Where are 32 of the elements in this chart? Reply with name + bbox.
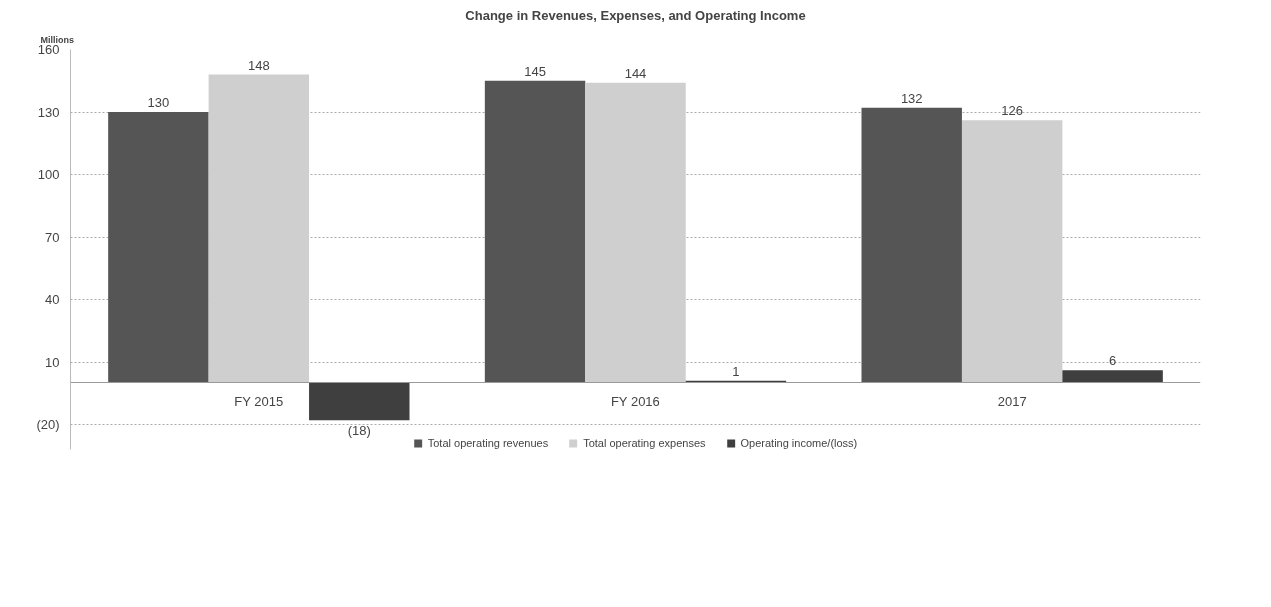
y-tick-label: 70 xyxy=(45,229,60,245)
bar xyxy=(1062,370,1163,383)
y-tick-label: 130 xyxy=(37,104,60,120)
data-label: 148 xyxy=(247,57,270,73)
data-label: 1 xyxy=(732,363,740,379)
y-tick-label: 10 xyxy=(45,354,60,370)
bar xyxy=(108,112,209,383)
bar xyxy=(585,82,686,383)
y-tick-label: 160 xyxy=(37,42,60,57)
legend-label: Operating income/(loss) xyxy=(740,437,858,449)
x-tick-label: FY 2016 xyxy=(610,393,660,409)
chart-title: Change in Revenues, Expenses, and Operating Income xyxy=(465,7,806,23)
y-axis-title: Millions xyxy=(40,34,74,45)
data-label: 6 xyxy=(1109,353,1117,369)
bar xyxy=(309,382,410,421)
legend-label: Total operating expenses xyxy=(583,437,706,449)
data-label: 144 xyxy=(624,65,647,81)
bar xyxy=(484,80,586,383)
x-tick-label: FY 2015 xyxy=(234,393,284,409)
y-tick-label: (20) xyxy=(36,417,60,432)
data-label: 132 xyxy=(900,90,923,106)
data-label: 126 xyxy=(1001,103,1024,119)
y-tick-label: 40 xyxy=(45,292,60,307)
data-label: 145 xyxy=(524,63,546,79)
y-tick-label: 100 xyxy=(37,167,60,182)
bar xyxy=(208,74,310,383)
bar xyxy=(961,120,1063,383)
legend-label: Total operating revenues xyxy=(427,437,549,449)
data-label: (18) xyxy=(347,423,371,439)
bar xyxy=(861,107,962,383)
x-tick-label: 2017 xyxy=(997,393,1027,409)
data-label: 130 xyxy=(147,95,170,110)
